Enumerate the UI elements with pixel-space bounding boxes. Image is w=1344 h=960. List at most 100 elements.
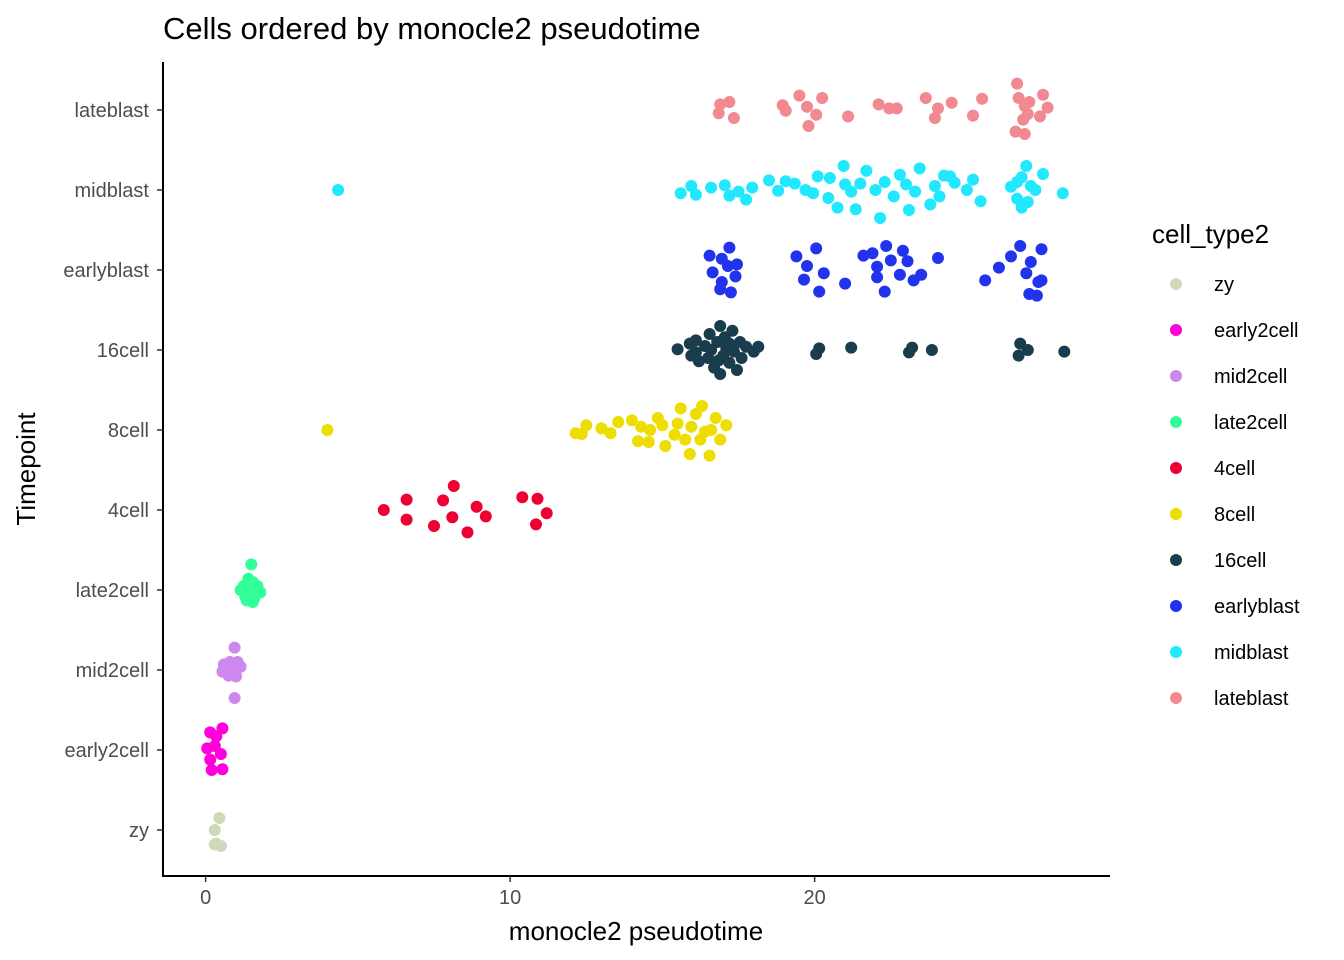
data-point [723,189,736,202]
legend-item: 8cell [1170,504,1255,526]
data-point [696,400,708,412]
data-point [706,266,719,279]
series-midblast [332,160,1069,224]
legend-item: early2cell [1170,320,1298,342]
y-tick-label: lateblast [75,100,150,122]
data-point [671,343,684,356]
data-point [726,324,739,337]
data-point [1020,160,1033,172]
data-point [1058,345,1071,358]
data-point [671,417,684,430]
series-mid2cell [216,641,247,704]
series-late2cell [234,558,267,608]
legend-swatch [1170,324,1182,336]
data-point [896,244,909,257]
data-point [228,641,241,654]
data-point [1011,176,1024,188]
data-point [689,334,702,347]
data-point [967,173,979,186]
legend-swatch [1170,370,1182,382]
data-point [644,424,657,436]
data-point [811,170,824,183]
data-point [595,422,608,435]
data-point [479,510,492,523]
data-point [245,558,258,571]
data-point [810,108,823,121]
data-point [1034,110,1046,123]
data-point [714,320,727,332]
data-point [437,494,450,507]
y-tick-label: mid2cell [76,660,149,682]
legend-swatch [1170,554,1182,566]
data-point [849,203,862,216]
data-point [1035,274,1048,287]
x-axis-title: monocle2 pseudotime [509,916,763,946]
data-point [779,175,792,188]
data-point [723,356,736,369]
data-point [1037,168,1049,180]
data-point [204,753,217,766]
data-point [772,184,785,197]
data-point [635,420,648,433]
data-point [790,250,803,263]
legend-label: lateblast [1214,688,1289,710]
data-point [913,162,926,175]
data-point [683,448,696,460]
data-point [967,109,979,122]
data-point [332,184,345,196]
data-point [872,98,885,111]
data-point [752,340,765,353]
legend-swatch [1170,646,1182,658]
data-point [801,260,813,272]
data-point [854,177,867,190]
data-point [718,179,731,192]
data-point [857,249,870,262]
y-tick-label: late2cell [76,580,149,602]
data-point [723,241,736,254]
data-point [516,491,529,504]
data-point [1024,256,1037,268]
legend-item: lateblast [1170,688,1289,710]
data-point [642,436,655,448]
data-point [813,342,826,355]
data-point [893,168,906,181]
legend: cell_type2 zy early2cell mid2cell late2cell… [1152,219,1300,710]
data-point [575,428,588,440]
legend-title: cell_type2 [1152,219,1269,249]
x-tick-label: 0 [200,887,211,909]
legend-swatch [1170,416,1182,428]
legend-item: late2cell [1170,412,1287,434]
data-point [1041,101,1054,114]
data-point [823,172,836,184]
data-point [470,500,483,513]
data-point [321,424,334,436]
data-point [884,254,897,267]
y-tick-label: earlyblast [63,260,149,282]
data-point [729,270,742,283]
plot-area [201,77,1071,852]
data-point [932,102,944,115]
legend-label: midblast [1214,642,1289,664]
data-point [906,341,919,354]
data-point [798,273,810,286]
legend-item: 16cell [1170,550,1266,572]
data-point [878,285,891,298]
data-point [887,190,900,203]
data-point [822,192,835,204]
data-point [428,520,440,532]
data-point [213,812,226,824]
y-axis-ticks: zy early2cell mid2cell late2cell 4cell 8cell 1… [63,100,163,842]
data-point [720,419,733,432]
data-point [945,96,958,109]
data-point [866,247,879,260]
data-point [893,268,906,281]
data-point [228,692,241,704]
data-point [1018,128,1031,140]
data-point [735,352,748,364]
data-point [705,181,718,194]
data-point [216,763,229,776]
data-point [928,112,941,124]
data-point [612,416,625,428]
y-tick-label: early2cell [65,740,149,762]
data-point [860,164,873,177]
